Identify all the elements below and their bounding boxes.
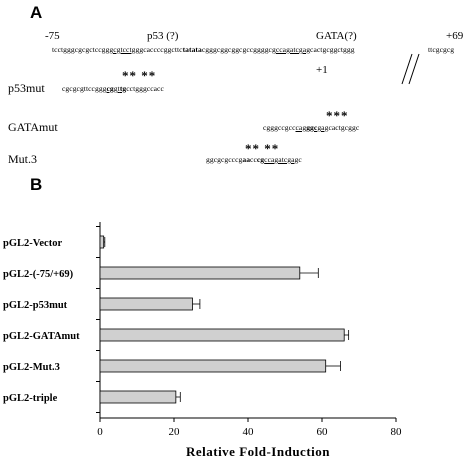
wt-seq-gata-site: ccagatcgag xyxy=(275,45,311,54)
wt-seq-tata-box: tatata xyxy=(182,45,202,54)
mut3-seq-6: c xyxy=(298,155,302,164)
gatamut-seq-1: cgggccgcc xyxy=(263,123,296,132)
p53mut-mutation-stars: ** ** xyxy=(122,68,157,83)
bar xyxy=(99,235,105,249)
p53mut-seq-6: cctgggccacc xyxy=(126,84,164,93)
mut3-sequence: ggcgcgcccgaacccgccagatcgagc xyxy=(206,155,302,164)
bar xyxy=(99,390,177,404)
p53mut-seq-1: cgcgcgttcc xyxy=(62,84,95,93)
x-tick-label: 0 xyxy=(97,426,103,438)
bar xyxy=(99,266,301,280)
panel-a-letter: A xyxy=(30,3,43,22)
p53-site-label: p53 (?) xyxy=(147,30,179,42)
mut3-seq-mut-2: cg xyxy=(256,155,265,164)
bar xyxy=(99,359,327,373)
p53mut-seq-mut-1: cg xyxy=(106,84,114,93)
x-tick-label: 20 xyxy=(169,426,181,438)
bar xyxy=(99,328,345,342)
panel-b-letter: B xyxy=(30,175,43,194)
category-label: pGL2-Vector xyxy=(3,238,62,249)
x-axis-label: Relative Fold-Induction xyxy=(186,444,330,459)
p53mut-seq-mut-2: tg xyxy=(119,84,127,93)
wild-type-sequence: tcctgggcgcgctccgggcgtcctgggcaccccggcttct… xyxy=(52,45,355,54)
bar xyxy=(99,297,193,311)
p53mut-label: p53mut xyxy=(8,81,45,95)
x-tick-label: 60 xyxy=(317,426,329,438)
wt-seq-part-5: cgggcggcggcgccggggcg xyxy=(201,45,276,54)
p53mut-seq-2: ggg xyxy=(94,84,107,93)
category-label: pGL2-Mut.3 xyxy=(3,362,60,373)
wt-seq-p53-site: gggcgtcctgg xyxy=(101,45,140,54)
position-start: -75 xyxy=(45,30,60,42)
wt-seq-part-1: tcctgggcgcgctcc xyxy=(52,45,102,54)
gata-site-label: GATA(?) xyxy=(316,30,357,42)
p53mut-sequence: cgcgcgttccgggcggttgcctgggccacc xyxy=(62,84,164,93)
wt-seq-part-3: gcaccccggcttc xyxy=(139,45,183,54)
fold-induction-bar-chart: 0 20 40 60 80 Relative Fold-Induction pGL2-Vec… xyxy=(3,222,403,459)
mut3-label: Mut.3 xyxy=(8,152,38,166)
mut3-seq-1: ggcgcgcccg xyxy=(206,155,243,164)
sequence-break-mark xyxy=(401,53,420,85)
gatamut-seq-mut: ggc xyxy=(306,123,318,132)
gatamut-seq-4: gag xyxy=(317,123,329,132)
category-label: pGL2-p53mut xyxy=(3,300,68,311)
gatamut-label: GATAmut xyxy=(8,120,58,134)
x-tick-label: 40 xyxy=(243,426,255,438)
gatamut-seq-5: cactgcggc xyxy=(328,123,360,132)
mut3-seq-5: ccagatcgag xyxy=(264,155,299,164)
mut3-seq-3: cc xyxy=(250,155,257,164)
position-end: +69 xyxy=(446,30,464,42)
mut3-seq-mut-1: aa xyxy=(242,155,251,164)
x-tick-label: 80 xyxy=(391,426,403,438)
category-label: pGL2-GATAmut xyxy=(3,331,80,342)
gatamut-mutation-stars: *** xyxy=(326,108,349,123)
gatamut-seq-2: cag xyxy=(295,123,307,132)
wt-seq-part-7: cactgcggctggg xyxy=(310,45,355,54)
mut3-mutation-stars: ** ** xyxy=(245,141,280,156)
p53mut-seq-4: gt xyxy=(113,84,120,93)
gatamut-sequence: cgggccgcccagggcgagcactgcggc xyxy=(263,123,359,132)
category-label: pGL2-triple xyxy=(3,393,58,404)
wt-seq-tail: ttcgcgcg xyxy=(428,45,455,54)
tss-position: +1 xyxy=(316,64,328,76)
category-label: pGL2-(-75/+69) xyxy=(3,269,74,280)
